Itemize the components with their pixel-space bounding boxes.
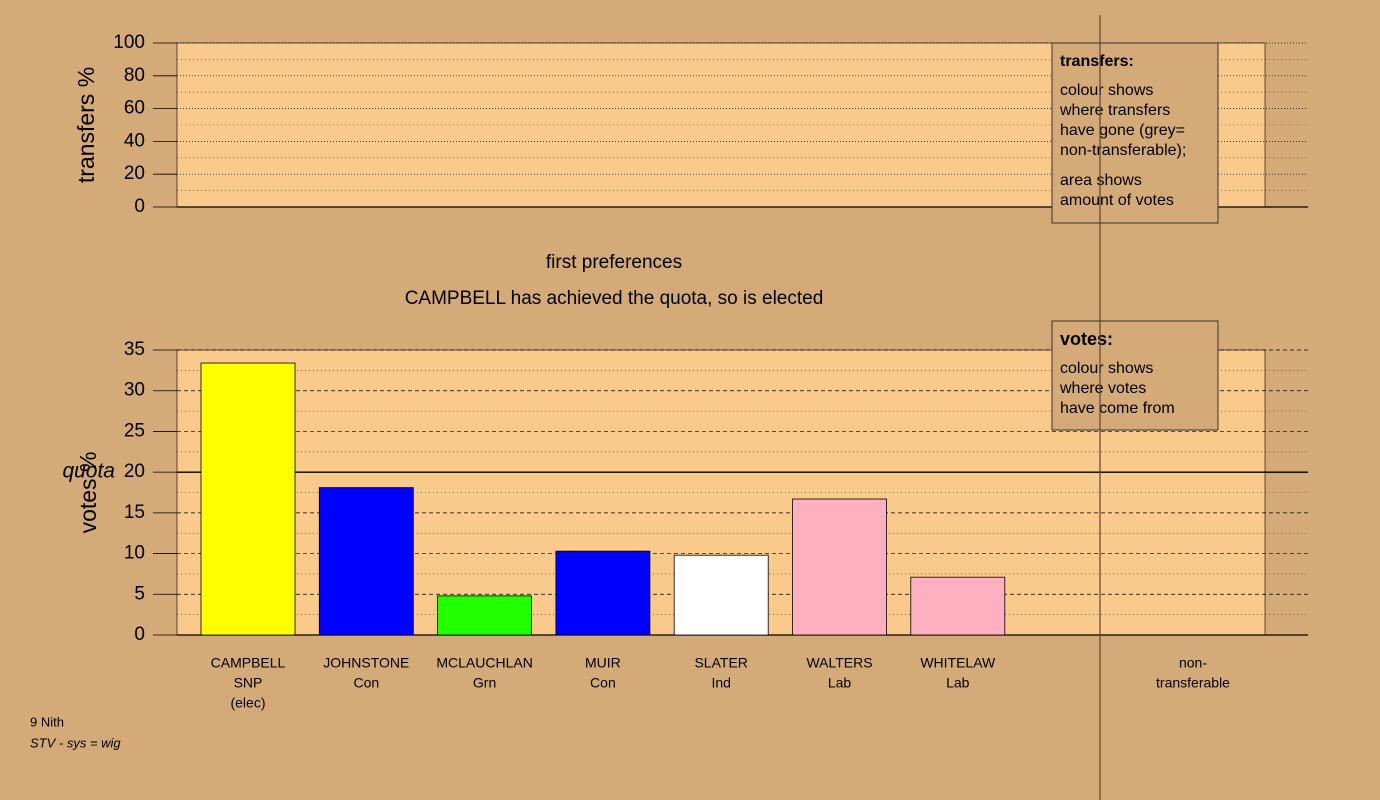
- legend-box: [1051, 42, 1219, 224]
- legend-text: have gone (grey=: [1060, 122, 1185, 139]
- y-tick-label: 15: [124, 502, 145, 523]
- legend-text: where votes: [1059, 380, 1146, 397]
- y-tick-label: 100: [113, 32, 145, 53]
- x-tick-label: Grn: [473, 675, 496, 691]
- legend-text: where transfers: [1059, 102, 1170, 119]
- x-tick-label: Con: [590, 675, 616, 691]
- x-tick-label: Ind: [711, 675, 730, 691]
- x-tick-label: WHITELAW: [920, 655, 996, 671]
- legend-text: non-transferable);: [1060, 142, 1186, 159]
- y-tick-label: 25: [124, 420, 145, 441]
- bar: [792, 498, 887, 636]
- y-tick-label: 60: [124, 98, 145, 119]
- y-tick-label: 5: [134, 583, 145, 604]
- x-tick-label: WALTERS: [806, 655, 872, 671]
- chart-title: first preferences: [546, 252, 682, 273]
- x-tick-label: JOHNSTONE: [323, 655, 409, 671]
- x-tick-label: Lab: [828, 675, 852, 691]
- y-tick-label: 20: [124, 163, 145, 184]
- x-tick-label: CAMPBELL: [211, 655, 286, 671]
- footer-system: STV - sys = wig: [30, 735, 121, 750]
- y-axis-label: transfers %: [73, 67, 99, 183]
- y-tick-label: 35: [124, 339, 145, 360]
- bar: [437, 595, 533, 636]
- x-tick-label: SLATER: [694, 655, 747, 671]
- y-tick-label: 0: [134, 196, 145, 217]
- y-tick-label: 20: [124, 461, 145, 482]
- footer-district: 9 Nith: [30, 714, 64, 729]
- y-tick-label: 30: [124, 380, 145, 401]
- y-tick-label: 0: [134, 624, 145, 645]
- x-tick-label: SNP: [234, 675, 263, 691]
- bar: [318, 487, 414, 636]
- legend-title: transfers:: [1060, 53, 1134, 70]
- bar: [910, 576, 1006, 636]
- y-tick-label: 10: [124, 543, 145, 564]
- y-tick-label: 80: [124, 65, 145, 86]
- legend-title: votes:: [1060, 329, 1113, 349]
- legend-text: have come from: [1060, 400, 1175, 417]
- bar: [673, 554, 769, 636]
- y-tick-label: 40: [124, 130, 145, 151]
- x-tick-label: (elec): [230, 695, 265, 711]
- x-tick-label: Lab: [946, 675, 970, 691]
- x-tick-label: non-: [1179, 655, 1207, 671]
- chart-subtitle: CAMPBELL has achieved the quota, so is e…: [405, 288, 824, 309]
- bar: [200, 362, 296, 636]
- legend-text: colour shows: [1060, 82, 1153, 99]
- legend-text: area shows: [1060, 172, 1142, 189]
- x-tick-label: Con: [353, 675, 379, 691]
- legend-text: amount of votes: [1060, 192, 1174, 209]
- x-tick-label: MUIR: [585, 655, 621, 671]
- legend-box: [1051, 320, 1219, 431]
- y-axis-label: votes %: [75, 452, 101, 534]
- legend-text: colour shows: [1060, 360, 1153, 377]
- bar: [555, 550, 651, 636]
- x-tick-label: MCLAUCHLAN: [436, 655, 532, 671]
- quota-label: quota: [62, 460, 115, 483]
- x-tick-label: transferable: [1156, 675, 1230, 691]
